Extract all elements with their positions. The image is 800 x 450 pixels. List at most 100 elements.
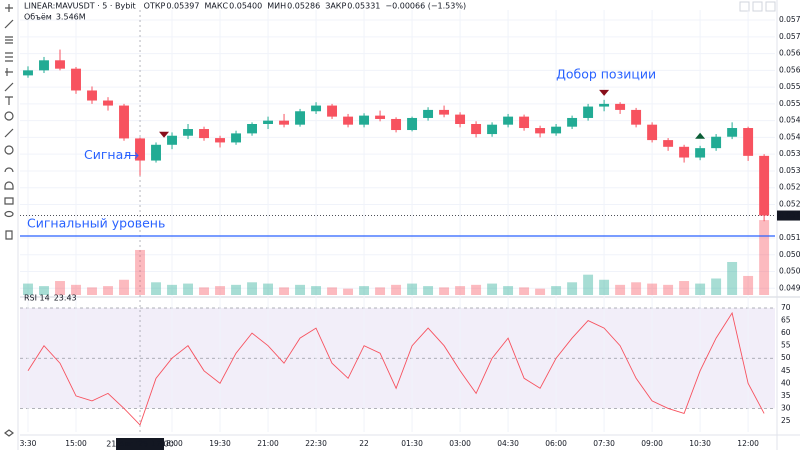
window-buttons[interactable] [739,1,776,12]
candle-body [247,124,257,134]
grid-layer [20,0,800,450]
rsi-tick-label: 45 [781,366,791,375]
x-tick-label: 22:30 [305,439,327,448]
ohlc-label: МАКС [204,2,228,11]
candle-body [663,140,674,147]
candle-body [263,120,274,124]
ohlc-value: 0.05397 [166,2,199,11]
button[interactable] [765,1,776,12]
volume-bar [727,261,738,295]
volume-bar [23,283,33,295]
candle-body [471,124,482,135]
rsi-tick-label: 70 [781,303,791,312]
y-tick-label: 0.05450 [779,116,800,125]
volume-title: Объём [24,13,52,22]
tool-icons[interactable] [4,4,14,437]
volume-bar [407,283,418,295]
rsi-tick-label: 40 [781,378,791,387]
candle-body [359,115,370,125]
x-tick-label: 01:30 [401,439,423,448]
volume-bar [103,286,113,295]
candle-body [455,114,466,124]
volume-bar [631,282,642,295]
candle-body [39,60,49,71]
candle-body [167,135,177,145]
candle-body [327,105,338,117]
volume-bar [423,286,434,295]
ohlc-value: 0.05400 [229,2,262,11]
volume-bar [759,220,770,295]
candle-body [439,109,450,115]
candle-body [87,90,97,101]
candle-body [695,148,706,158]
volume-bar [87,287,97,295]
rsi-band [20,308,775,409]
candle-body [183,129,193,136]
y-tick-label: 0.05700 [779,32,800,41]
rsi-value: 23.43 [54,294,77,303]
y-tick-label: 0.05500 [779,99,800,108]
x-tick-label: 04:30 [497,439,519,448]
y-tick-label: 0.05050 [779,250,800,259]
volume-bar [391,284,402,295]
candle-body [487,124,498,135]
volume-bar [327,287,338,295]
candle-body [551,126,562,134]
volume-bar [695,283,706,295]
annotation-arrow [125,152,139,159]
volume-bar [55,281,65,295]
candle-body [135,138,145,161]
candle-body [103,100,113,106]
y-tick-label: 0.05200 [779,199,800,208]
volume-bar [343,288,354,295]
candle-body [231,133,241,143]
x-tick-label: 06:00 [545,439,567,448]
toolbar [4,0,19,450]
signal-marker [159,131,170,138]
crosshair-tag [116,438,165,450]
volume-bar [455,286,466,295]
candle-body [71,68,81,91]
button[interactable] [739,1,750,12]
last-price-label: 0.05167 [779,211,800,220]
last-price-tag [777,210,800,221]
volume-bar [615,284,626,295]
volume-bar [663,284,674,295]
y-tick-label: 0.05600 [779,65,800,74]
candle-body [407,117,418,131]
volume-bar [183,283,193,295]
annotation: Сигнал [84,147,131,162]
volume-bar [375,287,386,295]
volume-bar [743,275,754,295]
candle-body [599,103,610,107]
y-tick-label: 0.05550 [779,82,800,91]
y-tick-label: 0.04950 [779,283,800,292]
x-tick-label: 10:30 [689,439,711,448]
volume-bar [279,287,290,295]
candle-body [535,128,546,134]
candle-body [311,105,322,112]
candle-body [119,105,129,139]
y-tick-label: 0.05650 [779,49,800,58]
rsi-tick-label: 25 [781,416,791,425]
signal-marker [599,89,610,96]
y-tick-label: 0.05250 [779,183,800,192]
x-tick-label: 18:00 [161,439,183,448]
button[interactable] [752,1,763,12]
rsi-tick-label: 30 [781,403,791,412]
candle-body [23,70,33,76]
x-tick-label: 3:30 [20,439,37,448]
x-tick-label: 21:00 [257,439,279,448]
annotation: Добор позиции [556,66,656,81]
volume-bar [487,283,498,295]
volume-bar [535,288,546,295]
volume-bar [679,281,690,295]
volume-bar [567,282,578,295]
volume-bar [135,249,145,295]
y-tick-label: 0.05750 [779,15,800,24]
y-tick-label: 0.05000 [779,267,800,276]
x-tick-label: 22 [359,439,369,448]
candle-body [583,106,594,118]
volume-bar [167,284,177,295]
x-tick-label: 15:00 [65,439,87,448]
